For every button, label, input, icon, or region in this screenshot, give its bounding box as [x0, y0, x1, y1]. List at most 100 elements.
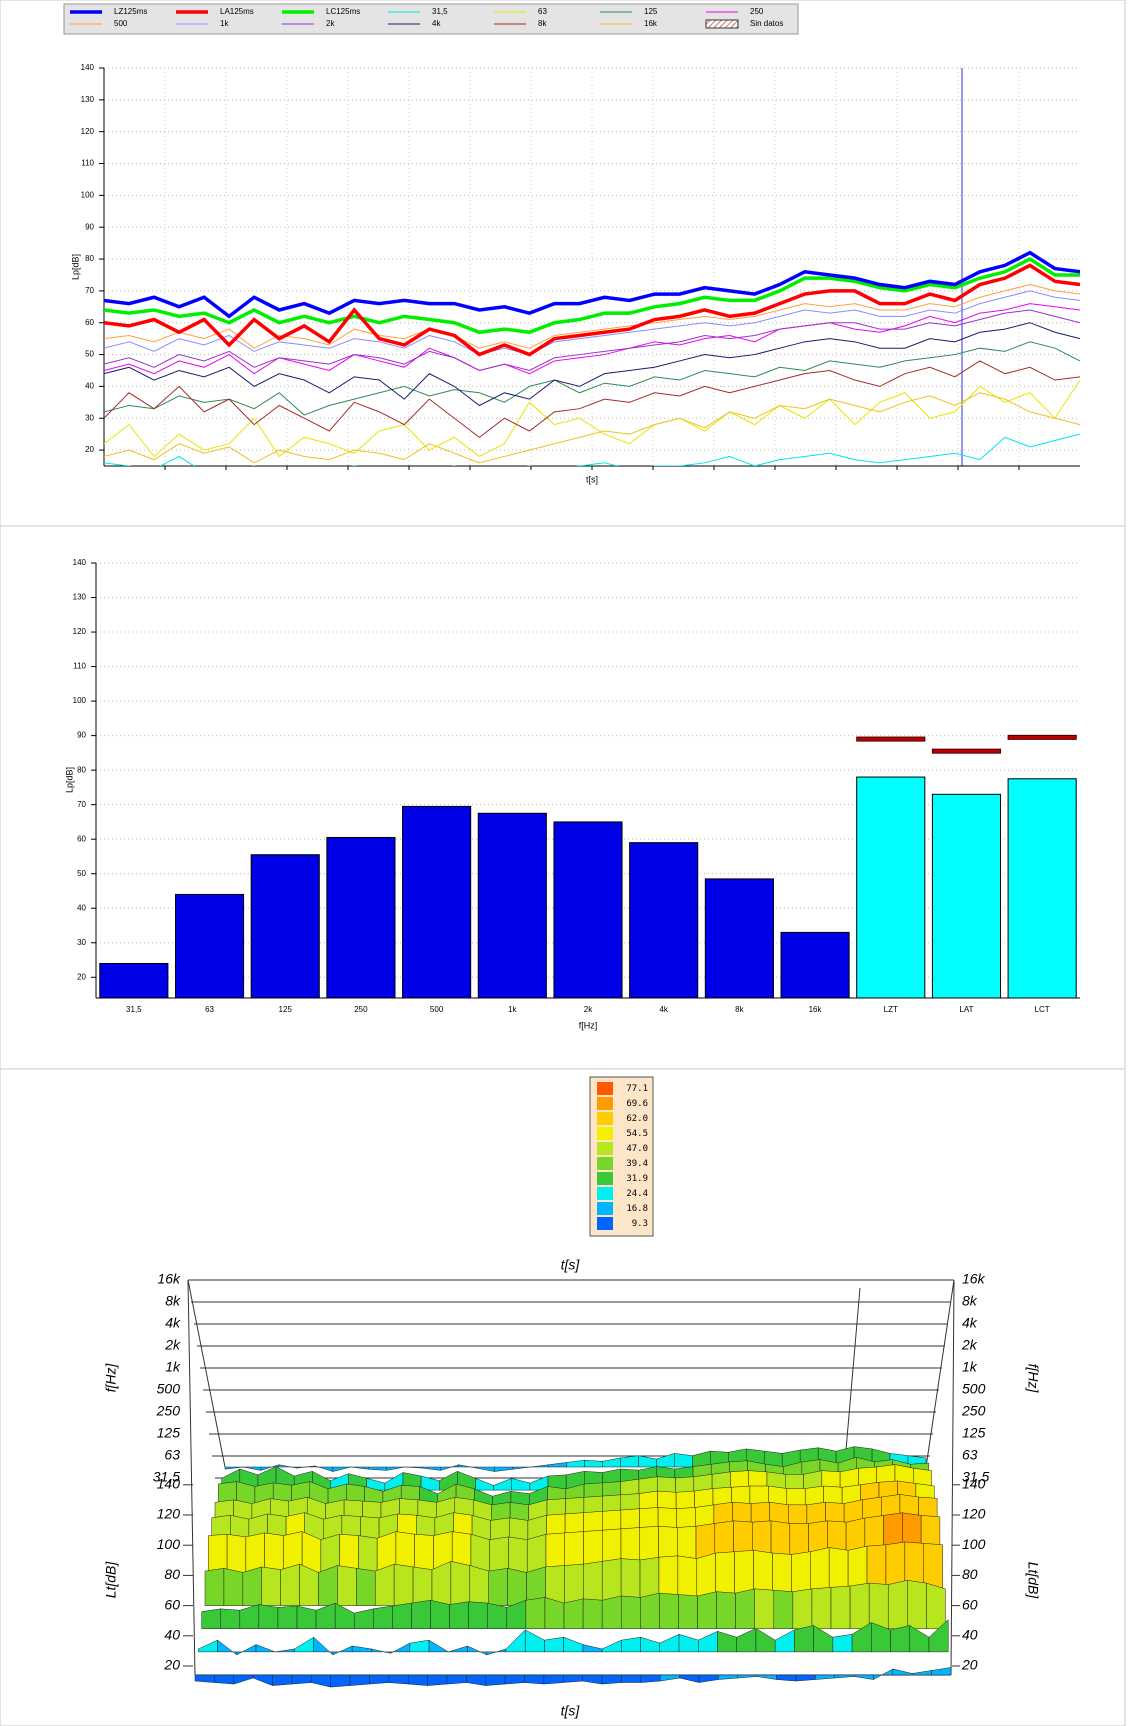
bar	[1007, 778, 1077, 999]
surface-cell	[411, 1599, 431, 1630]
y-tick-label: 60	[77, 834, 86, 843]
colorbar-swatch	[597, 1202, 613, 1215]
surface-cell	[291, 1674, 312, 1685]
surface-cell	[224, 1466, 244, 1470]
series-line	[104, 303, 1080, 375]
legend-label: 16k	[644, 19, 658, 28]
y-axis-label: f[Hz]	[103, 1363, 119, 1393]
x-axis-label: t[s]	[586, 474, 598, 484]
legend-label: 125	[644, 7, 658, 16]
y-tick-label: 30	[77, 938, 86, 947]
x-tick-label: 63	[205, 1005, 214, 1014]
surface-cell	[392, 1602, 412, 1630]
legend-label: 2k	[326, 19, 335, 28]
surface-cell	[620, 1455, 639, 1468]
y-axis-label: Lp[dB]	[70, 254, 80, 280]
y-tick-label: 140	[81, 63, 95, 72]
surface-cell	[507, 1567, 527, 1606]
surface-cell	[369, 1674, 390, 1685]
surface-cell	[887, 1579, 908, 1630]
bar	[629, 842, 699, 999]
surface-cell	[449, 1601, 469, 1630]
surface-cell	[468, 1601, 488, 1630]
surface-cell	[337, 1565, 357, 1606]
y-tick-label: 2k	[164, 1337, 181, 1353]
series-line	[104, 250, 1080, 319]
surface-cell	[830, 1585, 851, 1630]
chart-title: t[s]	[561, 1257, 581, 1273]
colorbar-swatch	[597, 1127, 613, 1140]
legend-box	[63, 3, 799, 35]
surface-cell	[272, 1674, 293, 1686]
colorbar-label: 9.3	[632, 1219, 648, 1229]
surface-cell	[621, 1674, 642, 1683]
surface-cell	[488, 1568, 508, 1606]
colorbar-swatch	[597, 1217, 613, 1230]
surface-cell	[469, 1565, 489, 1606]
plot-area	[104, 250, 1080, 466]
bar	[704, 878, 774, 999]
colorbar-swatch	[597, 1187, 613, 1200]
colorbar-swatch	[597, 1172, 613, 1185]
z-tick-label: 40	[962, 1627, 978, 1643]
bar	[780, 931, 850, 999]
surface-cell	[544, 1597, 565, 1630]
surface-cell	[794, 1625, 814, 1653]
series-line	[104, 290, 1080, 356]
bar	[174, 893, 245, 999]
surface-cell	[512, 1466, 531, 1470]
colorbar-label: 62.0	[626, 1114, 648, 1124]
legend-label: 250	[750, 7, 764, 16]
bar	[99, 962, 169, 999]
y-tick-label: 110	[81, 159, 94, 168]
y-tick-label: 70	[77, 800, 86, 809]
surface-cell	[204, 1568, 225, 1606]
y-tick-label: 30	[85, 413, 94, 422]
series-line	[104, 257, 1080, 335]
surface-cell	[907, 1579, 927, 1630]
bar	[402, 805, 472, 999]
surface-cell	[223, 1567, 244, 1606]
z-axis-label: Lt[dB]	[1025, 1562, 1041, 1600]
surface-cell	[582, 1598, 603, 1630]
max-marker	[856, 736, 926, 742]
surface-cell	[374, 1563, 395, 1606]
series-line	[104, 322, 1080, 407]
colorbar-label: 31.9	[626, 1174, 648, 1184]
surface-cell	[811, 1587, 832, 1630]
y-tick-label: 20	[85, 445, 94, 454]
z-tick-label: 120	[157, 1506, 181, 1522]
surface-cell	[349, 1674, 370, 1686]
surface-cell	[620, 1595, 641, 1630]
y-tick-label: 250	[156, 1403, 181, 1419]
surface-cell	[318, 1565, 338, 1606]
surface-cell	[280, 1563, 300, 1606]
y-tick-label: 50	[85, 350, 94, 359]
surface-cell	[832, 1633, 853, 1653]
colorbar-swatch	[597, 1097, 613, 1110]
y-axis-label: Lp[dB]	[64, 767, 74, 793]
colorbar-swatch	[597, 1142, 613, 1155]
surface-cell	[446, 1674, 467, 1685]
surface-cell	[697, 1591, 717, 1630]
y-tick-label: 40	[77, 903, 86, 912]
y-tick-label: 16k	[962, 1271, 986, 1287]
legend-label: 1k	[220, 19, 229, 28]
surface-cell	[640, 1592, 660, 1630]
x-tick-label: 16k	[809, 1005, 823, 1014]
surface-cell	[430, 1599, 450, 1630]
surface-cell	[674, 1453, 693, 1468]
z-tick-label: 80	[164, 1566, 180, 1582]
y-tick-label: 90	[77, 731, 86, 740]
y-tick-label: 31,5	[962, 1469, 989, 1485]
colorbar-label: 39.4	[626, 1159, 648, 1169]
surface-cell	[242, 1566, 262, 1606]
series-line	[104, 433, 1080, 466]
series-line	[104, 392, 1080, 464]
y-tick-label: 100	[81, 190, 95, 199]
x-tick-label: 500	[430, 1005, 444, 1014]
z-tick-label: 60	[164, 1596, 180, 1612]
z-tick-label: 80	[962, 1566, 978, 1582]
x-tick-label: LCT	[1035, 1005, 1050, 1014]
